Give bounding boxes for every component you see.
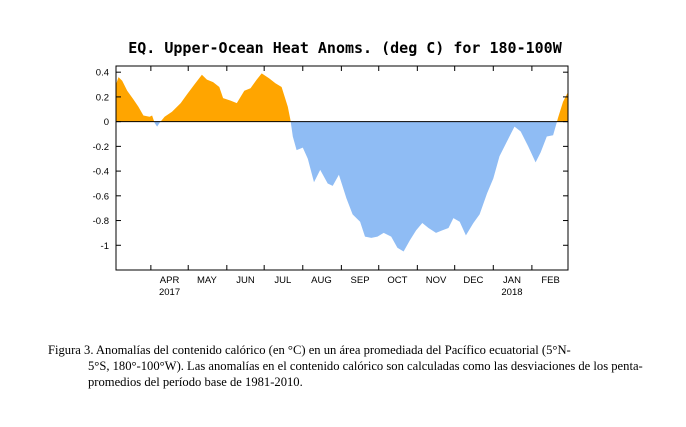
anomaly-area: [116, 73, 568, 252]
x-year-label: 2018: [501, 287, 522, 298]
x-tick-label: DEC: [463, 275, 483, 286]
figure-caption: Figura 3. Anomalías del contenido calóri…: [48, 342, 648, 390]
y-tick-label: 0.4: [96, 68, 109, 79]
x-tick-label: MAY: [197, 275, 218, 286]
negative-anomaly-area-3: [290, 121, 557, 252]
y-tick-label: 0: [104, 117, 109, 128]
x-tick-label: JUN: [236, 275, 255, 286]
y-tick-label: -0.6: [93, 191, 109, 202]
y-tick-label: -0.2: [93, 142, 109, 153]
x-tick-label: JUL: [274, 275, 291, 286]
caption-lead: Figura 3. Anomalías del contenido calóri…: [48, 343, 571, 357]
x-tick-label: JAN: [503, 275, 521, 286]
chart-title: EQ. Upper-Ocean Heat Anoms. (deg C) for …: [128, 39, 562, 57]
x-tick-label: AUG: [311, 275, 332, 286]
y-tick-label: 0.2: [96, 92, 109, 103]
x-tick-label: APR: [160, 275, 180, 286]
y-tick-label: -0.4: [93, 167, 109, 178]
caption-rest: 5°S, 180°-100°W). Las anomalías en el co…: [88, 359, 643, 389]
x-tick-label: NOV: [426, 275, 447, 286]
y-tick-label: -0.8: [93, 216, 109, 227]
x-tick-label: SEP: [351, 275, 370, 286]
positive-anomaly-area-4: [557, 92, 568, 122]
positive-anomaly-area-2: [160, 73, 291, 122]
negative-anomaly-area-1: [154, 121, 161, 127]
plot-frame: [115, 65, 569, 271]
x-tick-label: FEB: [541, 275, 559, 286]
positive-anomaly-area-0: [116, 77, 155, 122]
y-axis: 0.4 0.2 0 -0.2 -0.4 -0.6 -0.8 -1: [93, 68, 568, 252]
x-year-label: 2017: [159, 287, 180, 298]
x-tick-label: OCT: [387, 275, 407, 286]
y-tick-label: -1: [101, 241, 109, 252]
heat-anomaly-chart: EQ. Upper-Ocean Heat Anoms. (deg C) for …: [93, 39, 569, 298]
